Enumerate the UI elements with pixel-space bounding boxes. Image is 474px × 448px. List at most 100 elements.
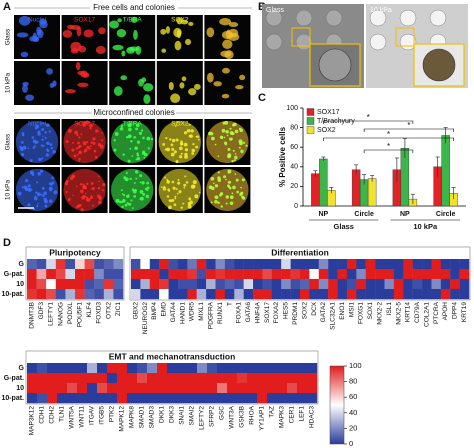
heatmap-cell [75, 279, 85, 290]
speckle [30, 171, 33, 175]
speckle [210, 201, 213, 204]
channel-label: SOX2 [171, 121, 189, 128]
speckle [144, 187, 148, 191]
column-label: MSI1 [348, 302, 355, 318]
speckle [131, 188, 135, 191]
speckle [187, 204, 192, 209]
heatmap-cell [36, 269, 47, 280]
heatmap-cell [431, 279, 442, 290]
speckle [37, 203, 39, 205]
speckle [171, 138, 176, 143]
speckle [229, 137, 233, 141]
speckle [171, 147, 175, 151]
heatmap-cell [140, 259, 150, 270]
heatmap-cell [422, 269, 432, 280]
heatmap-cell [157, 383, 168, 394]
column-label: WNT3A [229, 405, 236, 428]
speckle [77, 141, 80, 145]
colorbar-tick-label: 80 [349, 377, 357, 386]
heatmap-cell [103, 269, 114, 280]
row-label: 10 kPa [5, 73, 12, 94]
column-label: DKK3 [169, 406, 176, 423]
heatmap-cell [187, 393, 198, 404]
column-label: ITGB5 [99, 406, 106, 425]
speckle [99, 144, 104, 149]
cell-cluster [25, 94, 35, 101]
speckle [17, 191, 22, 196]
heatmap-cell [197, 393, 208, 404]
channel-label: SOX17 [74, 17, 95, 24]
y-tick-label: 40 [290, 164, 298, 171]
heatmap-cell [37, 363, 48, 374]
heatmap-cell [227, 373, 238, 384]
cell-cluster [184, 38, 192, 46]
speckle [64, 181, 68, 186]
heatmap-cell [267, 373, 278, 384]
group-frame [25, 246, 125, 301]
column-label: COL2A1 [423, 302, 430, 327]
speckle [166, 180, 170, 184]
speckle [238, 146, 241, 149]
speckle [77, 146, 81, 149]
column-label: NKX2-2 [377, 302, 384, 325]
heatmap-cell [177, 269, 188, 280]
speckle [177, 181, 181, 185]
speckle [176, 192, 179, 195]
speckle [33, 196, 38, 201]
heatmap-cell [337, 269, 348, 280]
column-label: HNF4A [254, 301, 261, 323]
heatmap-cell [281, 269, 291, 280]
cell-cluster [83, 29, 94, 38]
pattern-dot [399, 9, 417, 27]
heatmap-cell [253, 289, 263, 300]
speckle [121, 205, 124, 209]
speckle [180, 152, 183, 155]
heatmap-cell [196, 259, 207, 270]
heatmap-cell [27, 269, 37, 280]
heatmap-cell [297, 393, 308, 404]
column-label: SOX2 [301, 302, 308, 320]
heatmap-cell [57, 373, 68, 384]
speckle [45, 153, 49, 157]
speckle [240, 186, 242, 189]
speckle [232, 149, 235, 152]
speckle [120, 189, 123, 192]
heatmap-cell [224, 259, 235, 270]
speckle [184, 154, 188, 159]
heatmap-cell [412, 269, 423, 280]
speckle [169, 199, 173, 203]
speckle [188, 123, 191, 126]
speckle [33, 145, 36, 148]
speckle [168, 205, 172, 210]
speckle [231, 192, 234, 195]
speckle [50, 146, 53, 150]
heatmap-cell [168, 269, 179, 280]
speckle [170, 152, 175, 157]
speckle [92, 204, 94, 207]
row-label: 10 kPa [5, 180, 12, 201]
speckle [163, 176, 166, 179]
row-label: G [19, 365, 25, 372]
speckle [184, 148, 189, 152]
heatmap-cell [149, 289, 160, 300]
speckle [183, 131, 188, 135]
row-label: 10-pat. [1, 291, 24, 298]
column-label: DKK1 [159, 406, 166, 423]
speckle [235, 178, 239, 182]
speckle [86, 197, 91, 202]
speckle [133, 194, 137, 198]
column-label: WDR5 [189, 302, 196, 322]
colorbar-tick-label: 20 [349, 423, 357, 432]
heatmap-cell [167, 373, 178, 384]
speckle [72, 194, 74, 196]
speckle [36, 181, 39, 184]
heatmap-cell [149, 259, 160, 270]
speckle [101, 132, 103, 134]
speckle [122, 198, 125, 201]
colony [63, 168, 106, 212]
heatmap-cell [440, 279, 451, 290]
heatmap-cell [147, 393, 158, 404]
heatmap-cell [440, 269, 451, 280]
speckle [180, 140, 183, 143]
